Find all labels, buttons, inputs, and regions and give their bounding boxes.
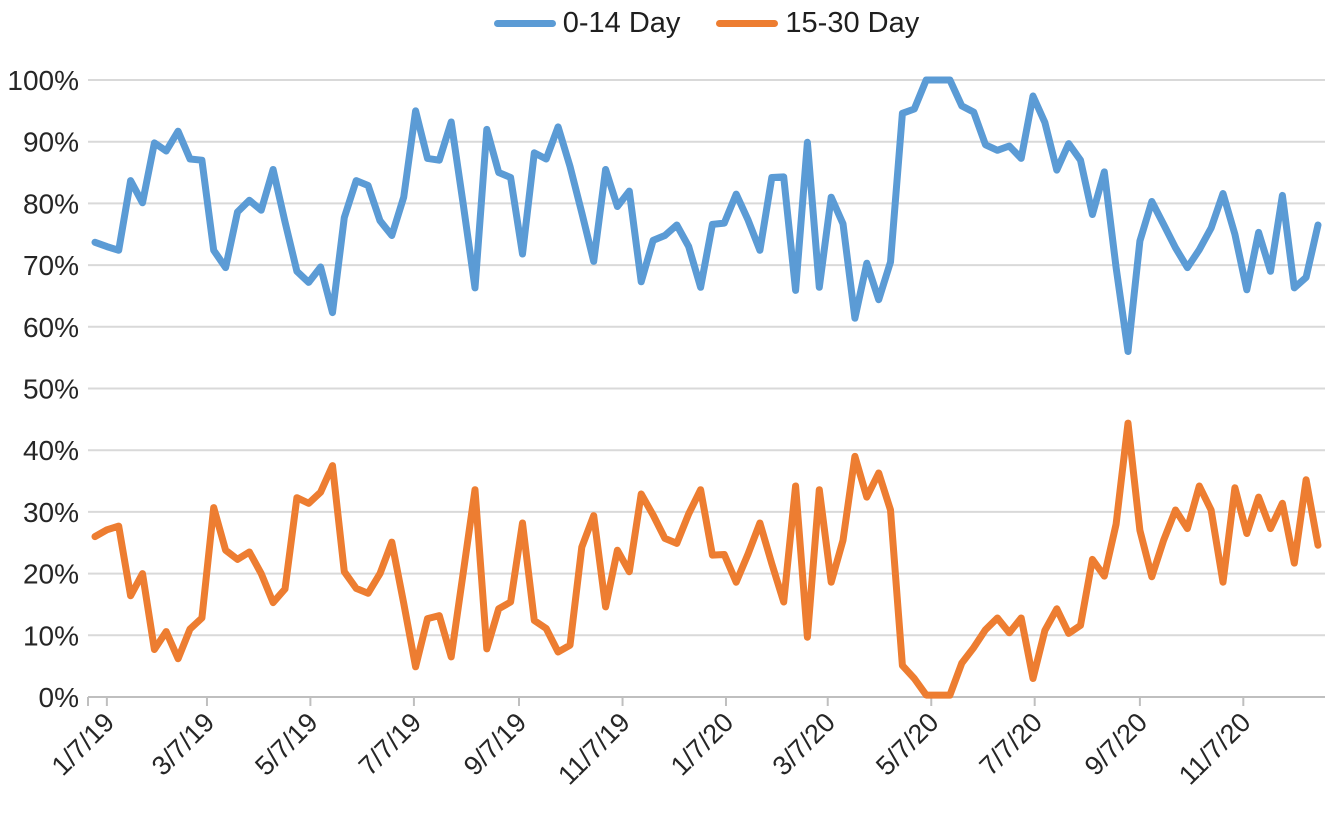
x-axis-label: 11/7/20 [1173,707,1257,791]
y-axis-label: 70% [23,250,79,281]
x-axis-label: 7/7/19 [353,707,427,781]
legend-item-15-30-day: 15-30 Day [716,4,919,42]
y-axis-labels: 0% 10% 20% 30% 40% 50% 60% 70% 80% 90% 100% [7,65,79,713]
y-axis-label: 50% [23,374,79,405]
y-axis-label: 0% [39,682,79,713]
x-axis-label: 11/7/19 [552,707,636,791]
y-axis-label: 80% [23,188,79,219]
x-axis-label: 5/7/19 [249,707,323,781]
x-axis-label: 7/7/20 [974,707,1048,781]
x-axis-labels: 1/7/19 3/7/19 5/7/19 7/7/19 9/7/19 11/7/19 1/7… [46,707,1257,791]
legend-swatch-0-14-day [493,19,556,27]
x-axis-label: 3/7/20 [767,707,841,781]
legend-swatch-15-30-day [716,19,779,27]
legend-item-0-14-day: 0-14 Day [493,4,681,42]
y-axis-label: 100% [7,65,79,96]
chart-legend: 0-14 Day 15-30 Day [88,4,1325,42]
x-axis-label: 3/7/19 [146,707,220,781]
y-axis-label: 10% [23,620,79,651]
series-line-0-14-day [91,76,1322,355]
y-axis-label: 60% [23,312,79,343]
x-axis-ticks [87,697,1245,706]
x-axis-label: 1/7/19 [46,707,120,781]
y-axis-label: 40% [23,435,79,466]
legend-label-0-14-day: 0-14 Day [562,7,681,39]
x-axis-label: 9/7/20 [1079,707,1153,781]
x-axis-label: 9/7/19 [458,707,532,781]
y-axis-label: 20% [23,559,79,590]
gridlines [88,79,1325,637]
x-axis-label: 1/7/20 [665,707,739,781]
series-line-15-30-day [91,419,1322,699]
x-axis-label: 5/7/20 [870,707,944,781]
y-axis-label: 30% [23,497,79,528]
legend-label-15-30-day: 15-30 Day [785,7,920,39]
y-axis-label: 90% [23,127,79,158]
